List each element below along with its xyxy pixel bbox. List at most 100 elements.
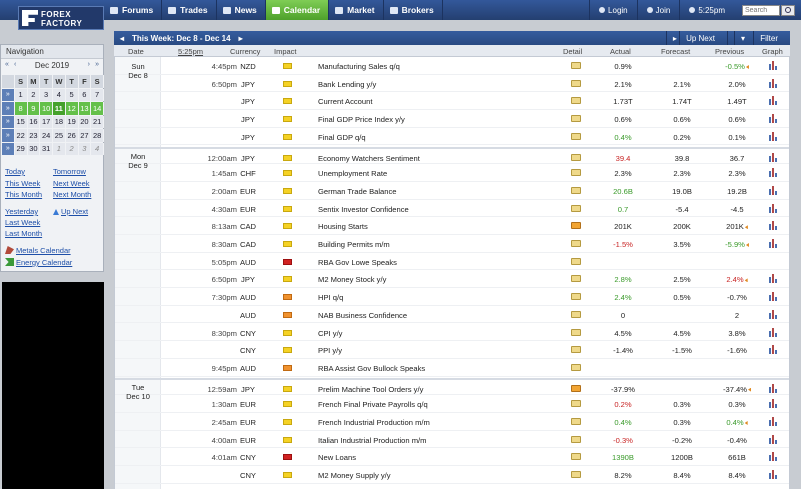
detail-folder-icon[interactable]: [571, 400, 581, 408]
nav-forums[interactable]: Forums: [104, 0, 163, 20]
calendar-day[interactable]: 4: [53, 88, 66, 101]
graph-icon[interactable]: [769, 131, 780, 141]
event-title[interactable]: CPI y/y: [318, 328, 343, 338]
impact-low-icon[interactable]: [283, 133, 292, 140]
filter-button[interactable]: ▾ Filter: [726, 31, 790, 45]
link-next-week[interactable]: Next Week: [53, 179, 90, 188]
impact-low-icon[interactable]: [283, 385, 292, 392]
graph-icon[interactable]: [769, 185, 780, 195]
graph-icon[interactable]: [769, 292, 780, 302]
calendar-day[interactable]: 24: [40, 129, 53, 142]
event-row[interactable]: 4:00am EUR Italian Industrial Production m…: [115, 431, 789, 449]
graph-icon[interactable]: [769, 452, 780, 462]
nav-market[interactable]: Market: [329, 0, 384, 20]
week-select-arrow[interactable]: »: [2, 102, 15, 115]
prev-month-icon[interactable]: ‹: [14, 61, 17, 68]
link-this-month[interactable]: This Month: [5, 190, 43, 199]
graph-icon[interactable]: [769, 168, 780, 178]
calendar-day[interactable]: 11: [53, 102, 66, 115]
calendar-day[interactable]: 2: [27, 88, 41, 101]
event-row[interactable]: JPY Final GDP q/q 0.4% 0.2% 0.1%: [115, 128, 789, 146]
event-title[interactable]: Italian Industrial Production m/m: [318, 435, 427, 445]
search-input[interactable]: [742, 4, 780, 16]
graph-icon[interactable]: [769, 96, 780, 106]
detail-folder-icon[interactable]: [571, 186, 581, 194]
link-last-month[interactable]: Last Month: [5, 229, 43, 238]
event-title[interactable]: Housing Starts: [318, 222, 368, 232]
event-title[interactable]: Unemployment Rate: [318, 169, 388, 179]
join-link[interactable]: Join: [636, 0, 680, 20]
impact-low-icon[interactable]: [283, 116, 292, 123]
event-title[interactable]: Current Account: [318, 97, 373, 107]
graph-icon[interactable]: [769, 399, 780, 409]
graph-icon[interactable]: [769, 221, 780, 231]
detail-folder-icon[interactable]: [571, 79, 581, 87]
nav-calendar[interactable]: Calendar: [265, 0, 330, 20]
detail-folder-icon[interactable]: [571, 384, 581, 392]
prev-year-icon[interactable]: «: [5, 61, 9, 68]
detail-folder-icon[interactable]: [571, 418, 581, 425]
impact-low-icon[interactable]: [283, 401, 292, 408]
impact-low-icon[interactable]: [283, 276, 292, 283]
detail-folder-icon[interactable]: [571, 257, 581, 265]
detail-folder-icon[interactable]: [571, 275, 581, 283]
impact-low-icon[interactable]: [283, 154, 292, 161]
event-row[interactable]: 2:45am EUR French Industrial Production m/…: [115, 413, 789, 431]
event-title[interactable]: Manufacturing Sales q/q: [318, 62, 400, 71]
event-title[interactable]: M2 Money Supply y/y: [318, 471, 391, 481]
detail-folder-icon[interactable]: [571, 293, 581, 301]
calendar-day[interactable]: 10: [40, 102, 53, 115]
detail-folder-icon[interactable]: [571, 328, 581, 336]
next-month-icon[interactable]: ›: [87, 61, 90, 68]
col-time[interactable]: 5:25pm: [178, 47, 204, 56]
calendar-day[interactable]: 12: [65, 102, 79, 115]
impact-low-icon[interactable]: [283, 205, 292, 212]
nav-news[interactable]: News: [217, 0, 266, 20]
nav-trades[interactable]: Trades: [162, 0, 217, 20]
calendar-day[interactable]: 30: [27, 142, 41, 155]
calendar-day[interactable]: 3: [40, 88, 53, 101]
detail-folder-icon[interactable]: [571, 346, 581, 354]
calendar-day[interactable]: 5: [65, 88, 79, 101]
event-title[interactable]: Final GDP q/q: [318, 132, 366, 142]
event-row[interactable]: 6:50pm JPY Bank Lending y/y 2.1% 2.1% 2.0%: [115, 75, 789, 93]
event-row[interactable]: 8:30pm CNY CPI y/y 4.5% 4.5% 3.8%: [115, 324, 789, 342]
event-title[interactable]: Sentix Investor Confidence: [318, 204, 409, 214]
graph-icon[interactable]: [769, 434, 780, 444]
event-row[interactable]: 8:13am CAD Housing Starts 201K 200K 201K: [115, 217, 789, 235]
revised-arrow-icon[interactable]: [748, 387, 752, 392]
calendar-day[interactable]: 3: [78, 142, 92, 155]
impact-low-icon[interactable]: [283, 347, 292, 354]
graph-icon[interactable]: [769, 239, 780, 248]
week-select-arrow[interactable]: »: [2, 115, 15, 128]
event-title[interactable]: HPI q/q: [318, 293, 344, 303]
impact-low-icon[interactable]: [283, 472, 292, 479]
week-select-arrow[interactable]: »: [2, 88, 15, 101]
calendar-day[interactable]: 25: [53, 129, 66, 142]
event-row[interactable]: 6:50pm JPY M2 Money Stock y/y 2.8% 2.5% 2.4%: [115, 270, 789, 289]
impact-high-icon[interactable]: [283, 258, 292, 265]
impact-low-icon[interactable]: [283, 436, 292, 443]
up-next-button[interactable]: ▸ Up Next: [665, 31, 727, 45]
event-row[interactable]: AUD NAB Business Confidence 0 2: [115, 306, 789, 324]
detail-folder-icon[interactable]: [571, 471, 581, 479]
link-last-week[interactable]: Last Week: [5, 218, 41, 227]
calendar-day[interactable]: 6: [78, 88, 92, 101]
revised-arrow-icon[interactable]: [745, 65, 749, 69]
graph-icon[interactable]: [769, 78, 780, 88]
impact-low-icon[interactable]: [283, 329, 292, 336]
detail-folder-icon[interactable]: [571, 240, 581, 247]
event-row[interactable]: 1:30am EUR French Final Private Payrolls q…: [115, 395, 789, 413]
calendar-day[interactable]: 21: [91, 115, 104, 128]
detail-folder-icon[interactable]: [571, 453, 581, 461]
event-title[interactable]: PPI y/y: [318, 346, 343, 356]
event-row[interactable]: JPY Final GDP Price Index y/y 0.6% 0.6% 0.6%: [115, 110, 789, 128]
detail-folder-icon[interactable]: [571, 62, 581, 69]
event-row[interactable]: 2:00am EUR German Trade Balance 20.6B 19.0B 1…: [115, 182, 789, 200]
link-next-month[interactable]: Next Month: [53, 190, 92, 199]
revised-arrow-icon[interactable]: [744, 278, 748, 283]
detail-folder-icon[interactable]: [571, 132, 581, 140]
impact-low-icon[interactable]: [283, 419, 292, 425]
calendar-day[interactable]: 22: [14, 129, 28, 142]
revised-arrow-icon[interactable]: [745, 243, 749, 247]
